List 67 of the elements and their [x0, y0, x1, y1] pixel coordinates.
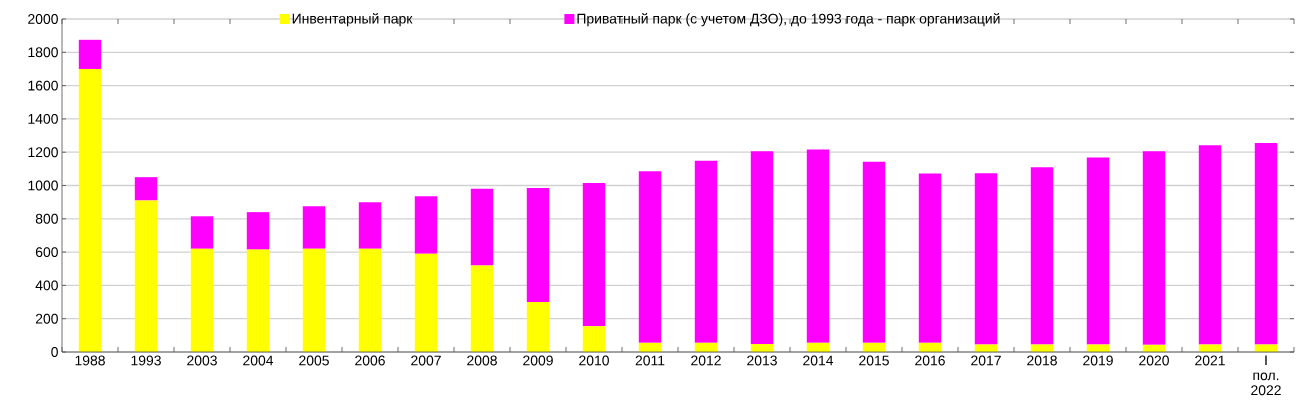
x-tick-label: 2017 [971, 355, 1001, 366]
bar [638, 171, 662, 343]
y-tick-label: 400 [35, 280, 58, 291]
y-tick-label: 1200 [28, 147, 58, 158]
y-tick-label: 600 [35, 247, 58, 258]
x-tick-label: 2008 [467, 355, 497, 366]
x-tick-label: 2006 [355, 355, 385, 366]
x-tick-label: 2020 [1139, 355, 1169, 366]
x-tick-label: 2015 [859, 355, 889, 366]
bar [190, 216, 214, 249]
y-tick-label: 0 [51, 347, 58, 357]
x-tick-label: 2012 [691, 355, 721, 366]
y-tick-label: 1600 [28, 80, 58, 91]
x-tick-label: I пол. 2022 [1251, 355, 1281, 396]
y-tick-label: 1800 [28, 47, 58, 58]
bar [526, 188, 550, 303]
y-tick-label: 1000 [28, 180, 58, 191]
bar [582, 183, 606, 327]
y-tick-label: 2000 [28, 14, 58, 24]
x-tick-label: 2005 [299, 355, 329, 366]
bar [134, 200, 158, 352]
x-tick-label: 2011 [635, 355, 665, 366]
bar [78, 68, 102, 352]
x-tick-label: 2016 [915, 355, 945, 366]
bar [414, 253, 438, 352]
bar [1142, 151, 1166, 345]
bar [974, 173, 998, 345]
bar [358, 248, 382, 352]
bar [1198, 145, 1222, 345]
x-tick-label: 2003 [187, 355, 217, 366]
bar [470, 265, 494, 352]
bar [134, 177, 158, 201]
y-tick-label: 1400 [28, 113, 58, 124]
x-tick-label: 2007 [411, 355, 441, 366]
bar [918, 173, 942, 343]
x-tick-label: 2010 [579, 355, 609, 366]
bar [750, 151, 774, 345]
bar [694, 160, 718, 343]
bar [190, 248, 214, 352]
x-tick-label: 2013 [747, 355, 777, 366]
x-tick-label: 2009 [523, 355, 553, 366]
x-tick-label: 2014 [803, 355, 834, 366]
bar [582, 326, 606, 352]
bar [862, 161, 886, 343]
bar [246, 249, 270, 352]
x-tick-label: 2004 [243, 355, 274, 366]
x-tick-label: 2019 [1083, 355, 1113, 366]
bar [806, 149, 830, 343]
bar [1086, 157, 1110, 345]
x-tick-label: 1993 [131, 355, 161, 366]
bar [1254, 142, 1278, 345]
bar [470, 188, 494, 266]
bar [302, 206, 326, 249]
bar [358, 202, 382, 249]
x-tick-label: 1988 [75, 355, 105, 366]
y-tick-label: 800 [35, 213, 58, 224]
x-tick-label: 2021 [1195, 355, 1225, 366]
bar [1030, 167, 1054, 345]
bar [526, 302, 550, 352]
bar [414, 196, 438, 254]
legend-label: Инвентарный парк [292, 13, 413, 27]
x-tick-label: 2018 [1027, 355, 1057, 366]
legend-label: Приватный парк (с учетом ДЗО), до 1993 года - парк организаций [577, 13, 1000, 27]
y-tick-label: 200 [35, 313, 58, 324]
bar [302, 248, 326, 352]
bar [246, 212, 270, 250]
bar [78, 39, 102, 69]
